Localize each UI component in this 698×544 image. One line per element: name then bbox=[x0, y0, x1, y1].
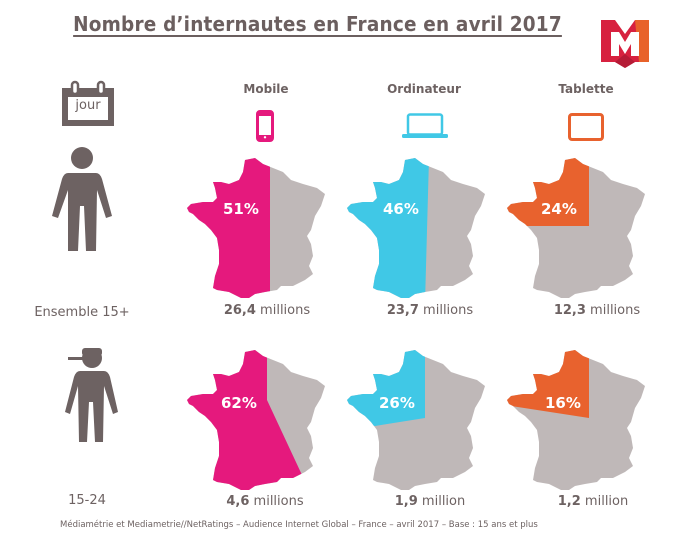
smartphone-icon bbox=[256, 110, 274, 146]
percent-label: 51% bbox=[223, 200, 259, 218]
map-mobile-ensemble: 51% bbox=[185, 158, 335, 303]
column-header-ordinateur: Ordinateur bbox=[387, 82, 461, 96]
period-label: jour bbox=[75, 98, 101, 113]
count-mobile-ensemble: 26,4 millions bbox=[223, 303, 311, 318]
column-header-tablette: Tablette bbox=[558, 82, 614, 96]
person-cap-icon bbox=[58, 346, 122, 450]
person-icon bbox=[50, 146, 114, 260]
mediametrie-logo bbox=[601, 18, 649, 68]
count-tablette-ensemble: 12,3 millions bbox=[553, 303, 641, 318]
percent-label: 16% bbox=[545, 394, 581, 412]
source-note: Médiamétrie et Mediametrie//NetRatings –… bbox=[60, 520, 538, 530]
laptop-icon bbox=[402, 113, 448, 143]
percent-label: 46% bbox=[383, 200, 419, 218]
count-tablette-15-24: 1,2 million bbox=[557, 494, 629, 509]
count-ordinateur-ensemble: 23,7 millions bbox=[386, 303, 474, 318]
count-mobile-15-24: 4,6 millions bbox=[226, 494, 304, 509]
percent-label: 24% bbox=[541, 200, 577, 218]
percent-label: 26% bbox=[379, 394, 415, 412]
map-ordinateur-15-24: 26% bbox=[345, 350, 495, 495]
segment-label-ensemble: Ensemble 15+ bbox=[34, 305, 130, 320]
map-ordinateur-ensemble: 46% bbox=[345, 158, 495, 303]
percent-label: 62% bbox=[221, 394, 257, 412]
tablet-icon bbox=[568, 113, 604, 145]
map-tablette-ensemble: 24% bbox=[505, 158, 655, 303]
column-header-mobile: Mobile bbox=[243, 82, 289, 96]
map-mobile-15-24: 62% bbox=[185, 350, 335, 495]
map-tablette-15-24: 16% bbox=[505, 350, 655, 495]
count-ordinateur-15-24: 1,9 million bbox=[394, 494, 466, 509]
page-title: Nombre d’internautes en France en avril … bbox=[73, 12, 562, 36]
segment-label-15-24: 15-24 bbox=[68, 493, 106, 508]
calendar-day-icon bbox=[60, 80, 116, 128]
